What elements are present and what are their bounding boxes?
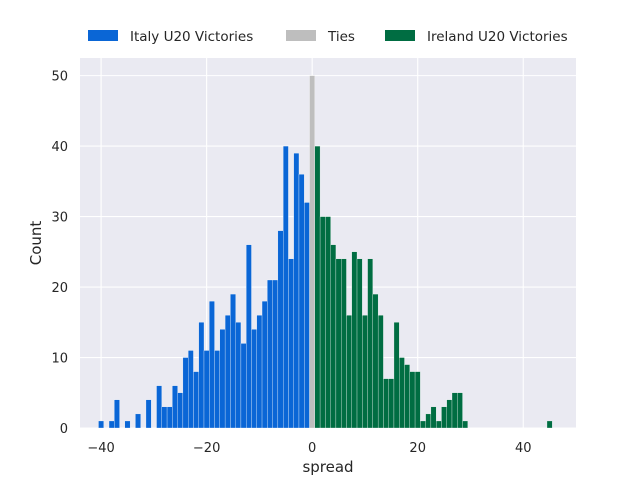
bar [362,315,368,429]
bar [414,371,421,429]
x-tick-label: 20 [409,441,426,456]
bar [377,315,384,429]
legend-swatch [88,30,118,41]
bar [272,279,279,429]
bar [124,420,131,429]
bar [172,385,178,429]
bar [240,343,247,429]
legend-label: Ties [327,29,355,45]
bar [457,392,463,429]
bar [288,258,294,429]
legend-label: Italy U20 Victories [130,29,253,45]
bar [230,293,236,429]
y-tick-label: 0 [60,422,68,437]
x-tick-label: −40 [87,441,114,456]
x-tick-label: 0 [308,441,316,456]
bar [462,420,468,429]
y-tick-label: 10 [51,352,68,367]
bar [367,258,374,429]
bar [224,315,231,429]
x-tick-labels: −40 −20 0 20 40 [87,441,531,456]
bar [420,420,426,429]
bar [293,152,300,429]
bar [356,258,363,429]
bar [351,251,358,429]
y-tick-label: 50 [51,70,68,85]
bar [267,279,273,429]
bar [372,293,379,429]
bar [319,216,326,429]
bar [135,413,141,429]
bar [409,371,416,429]
y-tick-label: 20 [51,281,68,296]
legend-swatch [385,30,415,41]
bar [430,406,437,429]
bar [441,406,447,429]
bar [177,392,184,429]
bar [388,378,395,429]
bar [298,174,305,429]
bar [161,406,168,429]
x-axis-label: spread [302,458,353,476]
bar [393,322,400,429]
bar [108,420,115,429]
bar [314,145,321,429]
legend-label: Ireland U20 Victories [427,29,568,45]
bar [346,315,352,429]
bar [425,413,432,429]
bar [182,357,189,429]
bar [145,399,152,429]
bar [330,244,337,429]
bar [309,75,315,429]
bar [341,258,347,429]
bar [219,329,226,429]
x-tick-label: −20 [193,441,220,456]
x-tick-label: 40 [515,441,532,456]
bar [251,329,257,429]
bar [277,230,284,429]
bar [451,392,458,429]
bar [193,371,199,429]
y-tick-labels: 0 10 20 30 40 50 [51,70,68,437]
bar [325,216,331,429]
bar [446,399,453,429]
bar [335,258,342,429]
y-tick-label: 30 [51,211,68,226]
y-tick-label: 40 [51,140,68,155]
legend: Italy U20 Victories Ties Ireland U20 Victo… [88,29,568,45]
legend-swatch [286,30,316,41]
bar [98,420,104,429]
bars [98,75,553,429]
bar [304,202,310,429]
bar [256,315,263,429]
bar [198,322,205,429]
bar [399,357,405,429]
bar [282,145,289,429]
bar [404,364,410,429]
bar [188,350,194,429]
bar [436,420,442,429]
bar [156,385,162,429]
bar [166,406,173,429]
bar [261,300,268,429]
bar [246,244,252,429]
bar [114,399,120,429]
bar [383,378,389,429]
bar [214,350,220,429]
bar [203,350,210,429]
y-axis-label: Count [27,221,45,266]
bar [209,300,215,429]
bar [235,322,242,429]
bar [546,420,553,429]
